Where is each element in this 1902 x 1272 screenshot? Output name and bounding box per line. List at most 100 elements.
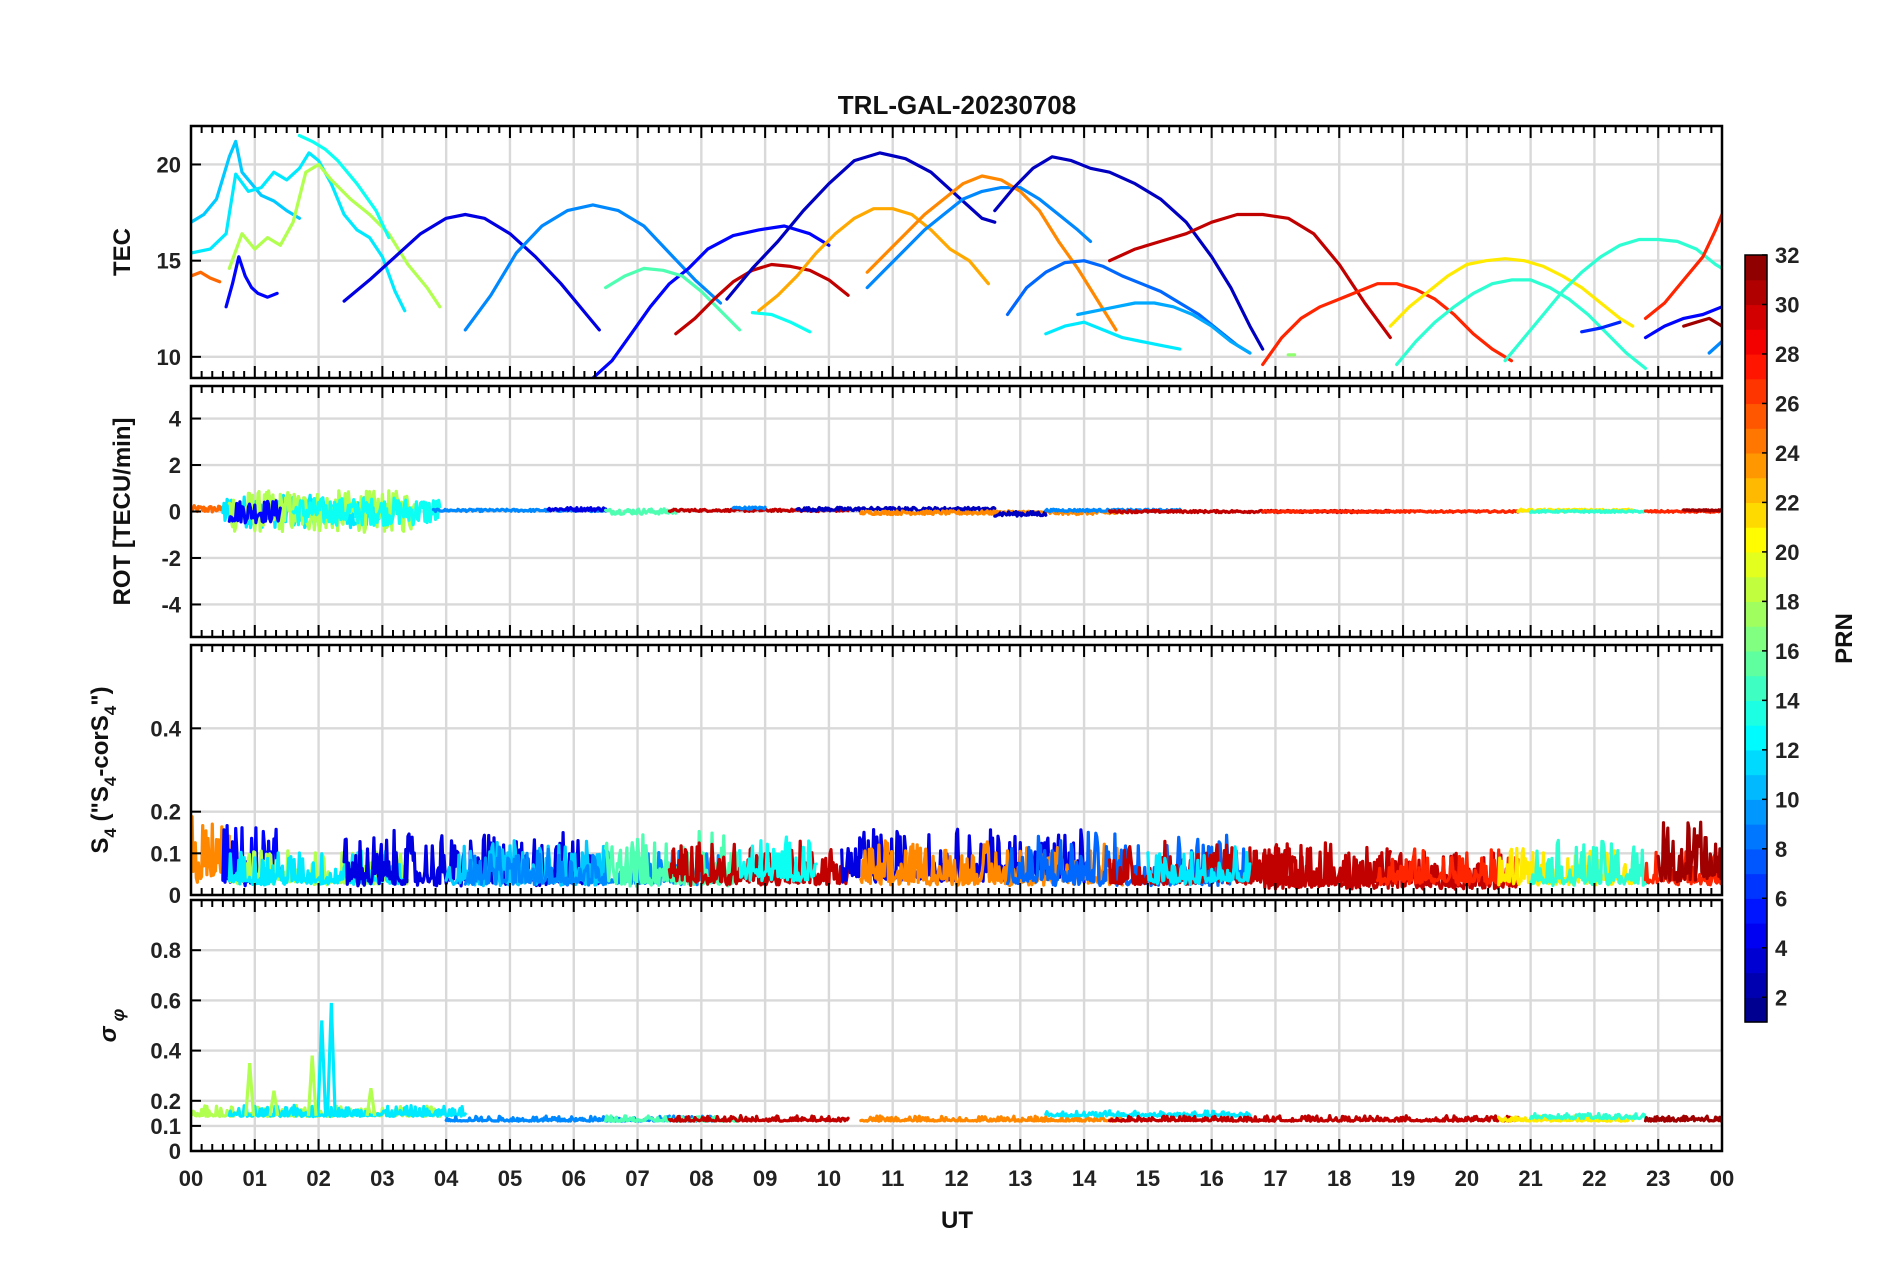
spike-prn-18	[306, 1055, 318, 1116]
colorbar-tick-label: 10	[1775, 787, 1799, 812]
series-line-prn-27	[1261, 509, 1520, 514]
x-tick-label: 06	[562, 1166, 586, 1191]
x-tick-label: 17	[1263, 1166, 1287, 1191]
series-line-prn-14	[1529, 838, 1648, 887]
series-line-prn-11	[191, 139, 301, 224]
panel-sigma_phi: 00.10.2 0.4 0.6 0.8 σ φ	[95, 898, 1724, 1164]
colorbar-segment	[1745, 378, 1767, 405]
series-line-prn-5	[221, 824, 282, 888]
x-tick-labels: 00 01 02 03 04 05 06 07 08 09 10 11 12 13 14 15 16 17 18 19…	[179, 1166, 1734, 1191]
x-tick-label: 00	[1710, 1166, 1734, 1191]
y-tick-label: 15	[157, 249, 181, 274]
colorbar-tick-label: 12	[1775, 738, 1799, 763]
colorbar-segment	[1745, 848, 1767, 875]
colorbar-segment	[1745, 353, 1767, 380]
colorbar-segment	[1745, 502, 1767, 528]
x-axis-label: UT	[941, 1207, 973, 1234]
x-tick-label: 02	[306, 1166, 330, 1191]
colorbar-segment	[1745, 650, 1767, 677]
series-line-prn-6	[1580, 320, 1622, 334]
colorbar-segment	[1745, 279, 1767, 306]
series-line-prn-5	[227, 499, 282, 525]
series-line-prn-3	[993, 155, 1265, 351]
colorbar-segment	[1745, 749, 1767, 776]
x-ticks-sigma_phi	[190, 900, 1723, 1151]
colorbar-segment	[1745, 725, 1767, 751]
colorbar-tick-label: 14	[1775, 688, 1800, 713]
y-tick-label: 0.2	[150, 1089, 181, 1114]
colorbar-tick-label: 24	[1775, 441, 1800, 466]
series-line-prn-30	[674, 262, 850, 336]
series-line-prn-30	[667, 1113, 850, 1123]
x-tick-label: 16	[1199, 1166, 1223, 1191]
series-line-prn-31	[1682, 508, 1722, 513]
x-tick-label: 10	[817, 1166, 841, 1191]
colorbar-segment	[1745, 675, 1767, 701]
colorbar-segment	[1745, 898, 1767, 924]
series-line-prn-21	[1388, 257, 1635, 328]
series-line-prn-30	[1108, 1114, 1520, 1123]
series-line-prn-5	[224, 255, 279, 309]
y-tick-label: 0.1	[150, 1114, 181, 1139]
colorbar-segment	[1745, 774, 1767, 800]
y-axis-label-sigma_phi: σ φ	[95, 1008, 128, 1042]
series-line-prn-31	[1656, 820, 1722, 884]
series-line-prn-15	[604, 266, 742, 332]
spike-prn-12	[325, 1002, 337, 1116]
colorbar-tick-label: 20	[1775, 540, 1799, 565]
x-ticks-rot	[190, 386, 1723, 637]
series-line-prn-9	[865, 186, 1093, 290]
x-ticks-tec	[190, 126, 1723, 378]
series-line-prn-3	[795, 505, 997, 513]
y-tick-label: -2	[161, 546, 181, 571]
y-tick-label: 0.4	[150, 1039, 181, 1064]
x-tick-label: 12	[944, 1166, 968, 1191]
colorbar-segment	[1745, 551, 1767, 578]
colorbar-tick-label: 28	[1775, 342, 1799, 367]
spike-prn-18	[244, 1063, 256, 1116]
colorbar-segment	[1745, 626, 1767, 652]
series-line-prn-31	[1643, 1114, 1722, 1123]
panel-s4: 0 0.1 0.2 0.4 S4 ("S4-corS4")	[87, 643, 1724, 908]
colorbar-segment	[1745, 700, 1767, 726]
series-line-prn-27	[1375, 847, 1520, 887]
y-tick-label: 0	[169, 1139, 181, 1164]
panel-tec: 10 15 20 TEC	[109, 124, 1724, 380]
y-tick-label: 0.4	[150, 716, 181, 741]
series-line-prn-25	[191, 270, 222, 284]
series-line-prn-13	[738, 835, 818, 883]
series-line-prn-23	[757, 207, 990, 313]
series-sigma_phi	[191, 1002, 1722, 1123]
series-line-prn-9	[731, 505, 767, 511]
y-tick-label: 10	[157, 345, 181, 370]
colorbar-segment	[1745, 452, 1767, 479]
series-line-prn-18	[227, 162, 442, 309]
x-tick-label: 03	[370, 1166, 394, 1191]
x-tick-label: 18	[1327, 1166, 1351, 1191]
x-tick-label: 07	[625, 1166, 649, 1191]
series-line-prn-3	[725, 151, 997, 301]
colorbar-segment	[1745, 601, 1767, 627]
x-tick-label: 13	[1008, 1166, 1032, 1191]
colorbar-tick-label: 4	[1775, 936, 1788, 961]
series-line-prn-30	[667, 839, 850, 887]
series-line-prn-3	[993, 510, 1048, 518]
colorbar-segment	[1745, 947, 1767, 974]
colorbar-segment	[1745, 329, 1767, 355]
colorbar-tick-label: 8	[1775, 837, 1787, 862]
x-tick-label: 21	[1518, 1166, 1542, 1191]
series-line-prn-14	[1529, 1111, 1648, 1121]
colorbar-segment	[1745, 873, 1767, 899]
series-line-prn-12	[1044, 320, 1182, 351]
y-axis-label-rot: ROT [TECU/min]	[109, 418, 136, 606]
y-axis-label-tec: TEC	[109, 228, 136, 276]
grid-tec	[191, 126, 1722, 378]
colorbar-tick-label: 32	[1775, 243, 1799, 268]
y-tick-label: -4	[161, 592, 181, 617]
series-line-prn-10	[1076, 301, 1252, 355]
colorbar-segment	[1745, 799, 1767, 825]
colorbar-tick-label: 30	[1775, 292, 1799, 317]
spike-prn-18	[268, 1090, 280, 1117]
